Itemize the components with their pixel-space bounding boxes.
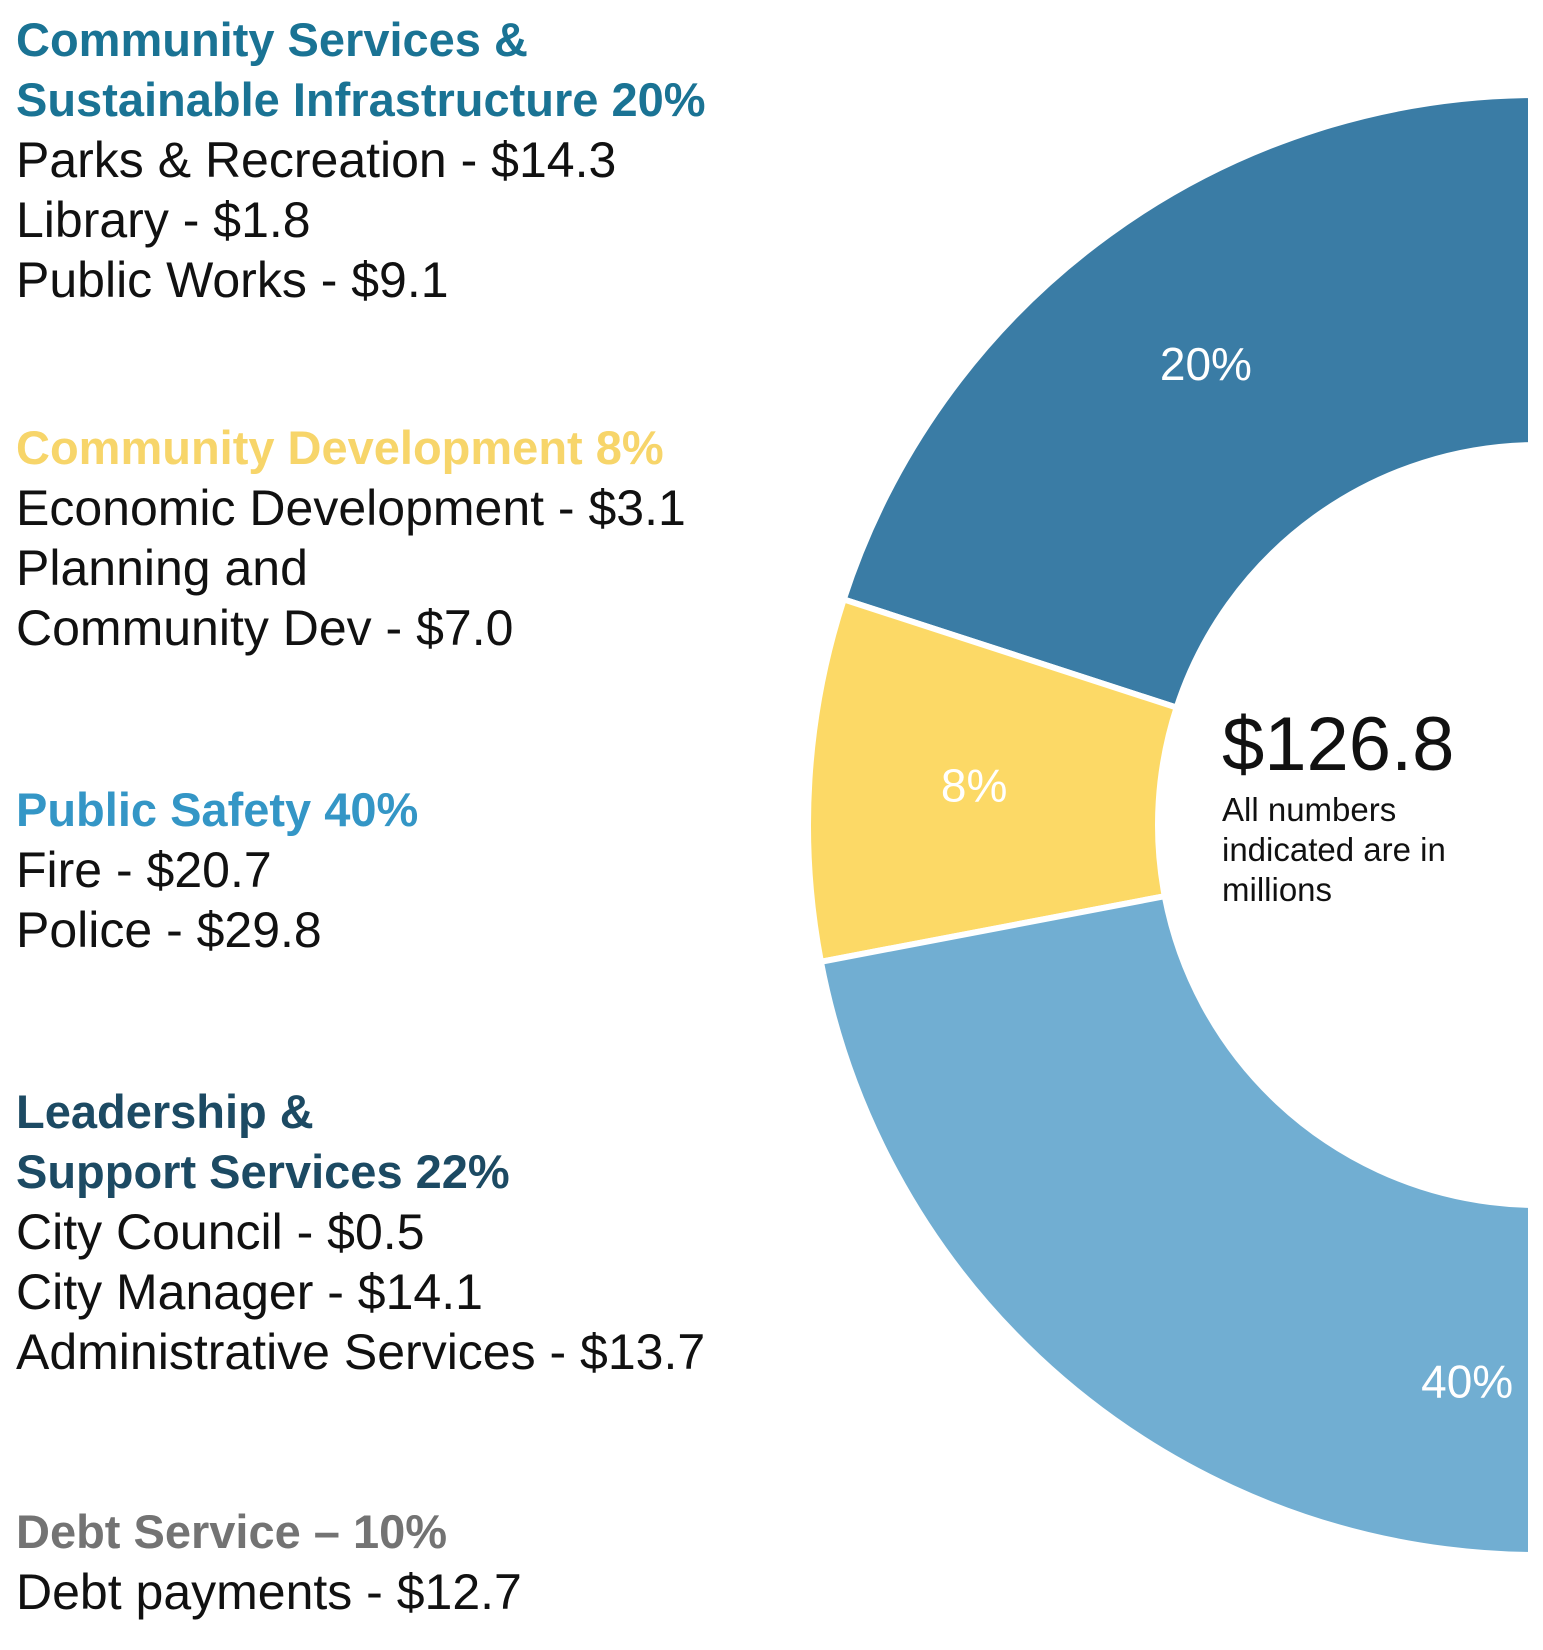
units-note: All numbers indicated are in millions <box>1222 791 1446 908</box>
donut-slice <box>817 892 1543 1558</box>
legend-group-title: Debt Service – 10% <box>16 1505 448 1558</box>
slice-label: 20% <box>1160 338 1252 390</box>
legend-group-title: Public Safety 40% <box>16 783 419 836</box>
legend-item: Economic Development - $3.1 <box>16 480 686 536</box>
legend-item: Debt payments - $12.7 <box>16 1564 522 1620</box>
legend-group-title: Sustainable Infrastructure 20% <box>16 73 706 126</box>
legend-item: Administrative Services - $13.7 <box>16 1324 706 1380</box>
legend-group-title: Community Services & <box>16 13 528 66</box>
legend-item: Library - $1.8 <box>16 192 311 248</box>
legend: Community Services & Sustainable Infrastr… <box>16 0 776 1650</box>
legend-group-title: Community Development 8% <box>16 421 664 474</box>
slice-label: 40% <box>1421 1356 1513 1408</box>
legend-group: Debt Service – 10% Debt payments - $12.7 <box>16 1502 522 1622</box>
legend-group: Public Safety 40% Fire - $20.7 Police - $2… <box>16 780 418 960</box>
slice-label: 8% <box>941 760 1007 812</box>
legend-item: Police - $29.8 <box>16 902 322 958</box>
legend-item: Parks & Recreation - $14.3 <box>16 132 617 188</box>
legend-group: Community Services & Sustainable Infrastr… <box>16 10 706 310</box>
legend-item: City Manager - $14.1 <box>16 1264 483 1320</box>
legend-group: Leadership & Support Services 22% City Cou… <box>16 1082 705 1382</box>
legend-group-title: Leadership & <box>16 1085 314 1138</box>
edge-mask <box>1528 0 1543 1650</box>
legend-item: Planning and <box>16 540 308 596</box>
donut-slice <box>805 595 1181 966</box>
legend-item: Public Works - $9.1 <box>16 252 449 308</box>
legend-group: Community Development 8% Economic Develop… <box>16 418 686 658</box>
donut-center: $126.8 All numbers indicated are in mill… <box>1222 700 1472 910</box>
legend-group-title: Support Services 22% <box>16 1145 510 1198</box>
total-value: $126.8 <box>1222 702 1455 787</box>
donut-slice <box>839 91 1541 712</box>
legend-item: Community Dev - $7.0 <box>16 600 514 656</box>
legend-item: Fire - $20.7 <box>16 842 272 898</box>
legend-item: City Council - $0.5 <box>16 1204 425 1260</box>
